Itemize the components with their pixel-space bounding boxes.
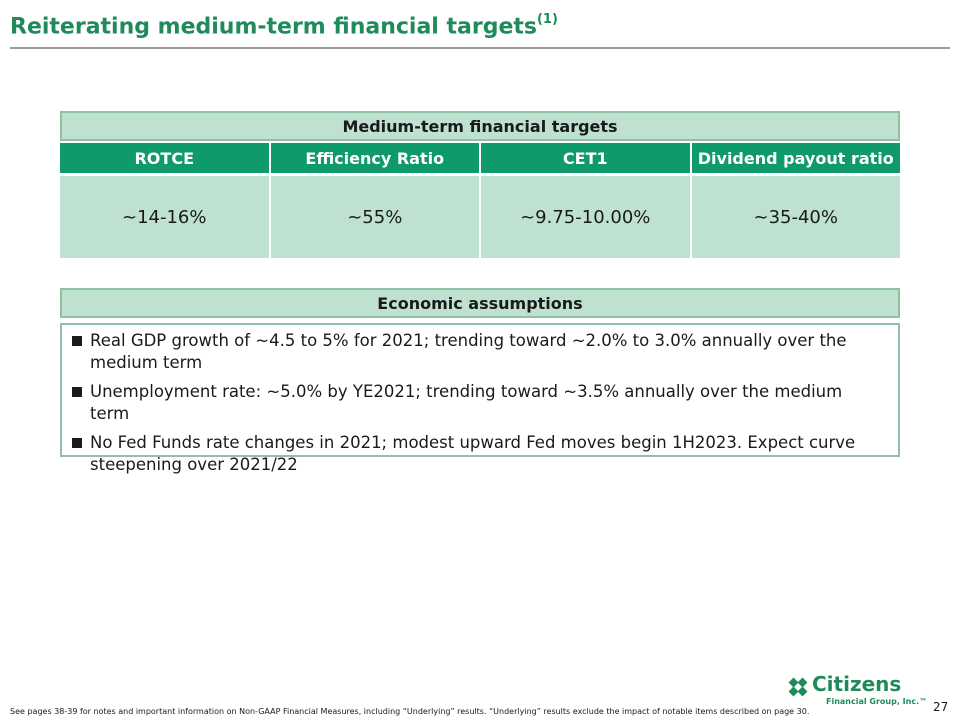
- page-number: 27: [933, 700, 949, 714]
- column-header-efficiency-ratio: Efficiency Ratio: [270, 143, 481, 173]
- list-item-text: Real GDP growth of ~4.5 to 5% for 2021; …: [90, 331, 847, 372]
- citizens-logo-icon: [788, 677, 808, 697]
- assumptions-list: Real GDP growth of ~4.5 to 5% for 2021; …: [60, 323, 900, 474]
- page-title: Reiterating medium-term financial target…: [10, 12, 558, 40]
- title-divider: [10, 47, 950, 49]
- list-item: Unemployment rate: ~5.0% by YE2021; tren…: [72, 381, 886, 425]
- logo-subtitle: Financial Group, Inc.™: [826, 697, 928, 706]
- title-footnote-ref: (1): [536, 12, 558, 27]
- targets-header-row: ROTCE Efficiency Ratio CET1 Dividend pay…: [60, 143, 900, 173]
- assumptions-heading: Economic assumptions: [60, 288, 900, 318]
- column-header-dividend-payout: Dividend payout ratio: [691, 143, 900, 173]
- logo-wordmark: Citizens: [812, 672, 902, 696]
- value-dividend-payout: ~35-40%: [691, 176, 900, 258]
- citizens-logo: Citizens Financial Group, Inc.™: [788, 672, 927, 710]
- list-item-text: Unemployment rate: ~5.0% by YE2021; tren…: [90, 382, 843, 423]
- targets-table: ROTCE Efficiency Ratio CET1 Dividend pay…: [60, 143, 900, 258]
- value-efficiency-ratio: ~55%: [270, 176, 481, 258]
- list-item: No Fed Funds rate changes in 2021; modes…: [72, 432, 886, 476]
- page-title-text: Reiterating medium-term financial target…: [10, 14, 537, 40]
- targets-value-row: ~14-16% ~55% ~9.75-10.00% ~35-40%: [60, 176, 900, 258]
- value-cet1: ~9.75-10.00%: [481, 176, 692, 258]
- square-bullet-icon: [72, 438, 82, 448]
- column-header-rotce: ROTCE: [60, 143, 271, 173]
- column-header-cet1: CET1: [481, 143, 692, 173]
- footnote: See pages 38-39 for notes and important …: [10, 707, 810, 716]
- list-item-text: No Fed Funds rate changes in 2021; modes…: [90, 433, 856, 474]
- square-bullet-icon: [72, 387, 82, 397]
- list-item: Real GDP growth of ~4.5 to 5% for 2021; …: [72, 330, 886, 374]
- value-rotce: ~14-16%: [60, 176, 271, 258]
- targets-heading: Medium-term financial targets: [60, 111, 900, 141]
- square-bullet-icon: [72, 336, 82, 346]
